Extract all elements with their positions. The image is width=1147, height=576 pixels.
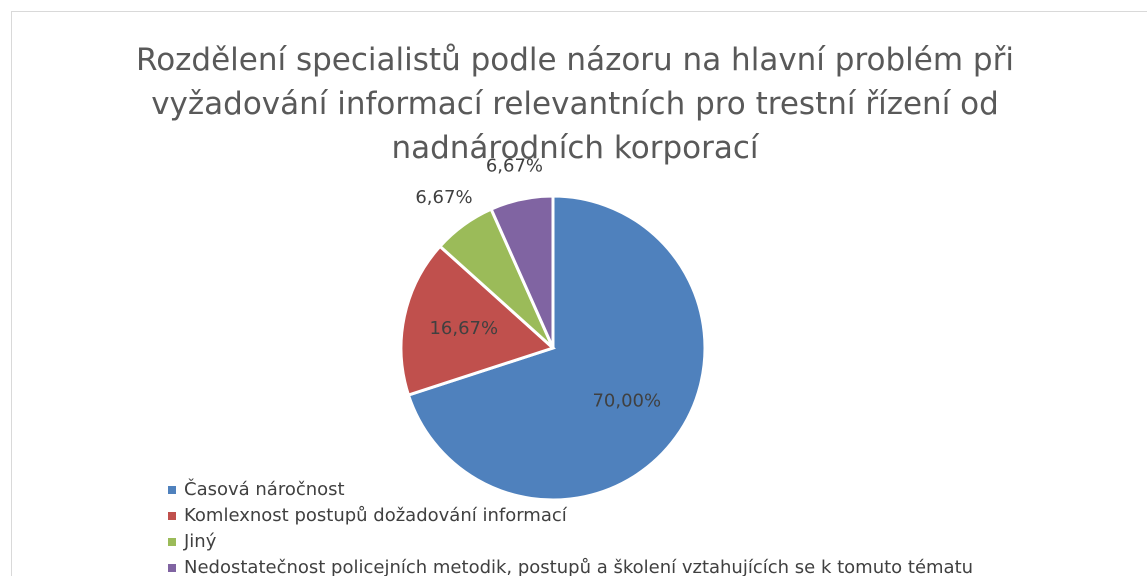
pie-slice [406,194,707,502]
legend-marker [168,538,176,546]
legend-label: Nedostatečnost policejních metodik, post… [184,557,973,576]
chart-title: Rozdělení specialistů podle názoru na hl… [136,42,1014,166]
data-label: 70,00% [592,391,661,412]
legend-marker [168,486,176,494]
legend-label: Jiný [183,531,217,552]
legend-label: Časová náročnost [184,478,345,500]
pie-slice [399,244,556,397]
chart-border [11,11,1147,576]
data-label: 6,67% [415,187,472,208]
legend-marker [168,564,176,572]
pie-slice [489,194,555,349]
data-label: 6,67% [486,156,543,177]
legend-marker [168,512,176,520]
data-label: 16,67% [429,318,498,339]
legend-label: Komlexnost postupů dožadování informací [184,505,568,526]
